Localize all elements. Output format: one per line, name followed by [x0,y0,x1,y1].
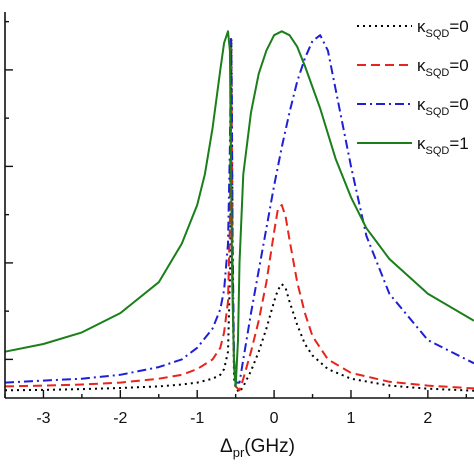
legend-label-4: κSQD=1 [417,134,469,157]
x-tick-label: -2 [113,410,127,427]
x-tick-label: -3 [36,410,50,427]
series-line-4 [4,30,474,388]
x-tick-label: 0 [270,410,279,427]
legend-label-3: κSQD=0 [417,95,469,118]
y-ticks [5,20,13,361]
series-line-3 [4,34,474,384]
legend: κSQD=0 κSQD=0 κSQD=0 κSQD=1 [357,17,469,157]
series-line-1 [4,38,474,394]
axes-layer [4,12,474,399]
x-tick-label: 1 [347,410,356,427]
legend-label-1: κSQD=0 [417,17,469,40]
x-axis-symbol: Δ [220,436,233,457]
x-axis-unit: (GHz) [244,436,295,457]
x-tick-label: 2 [423,410,432,427]
series-line-2 [4,38,474,392]
x-axis-subscript: pr [233,445,245,460]
x-axis-title: Δpr(GHz) [220,436,295,460]
x-ticks: -3 -2 -1 0 1 2 [4,390,468,427]
x-tick-label: -1 [190,410,204,427]
legend-label-2: κSQD=0 [417,56,469,79]
series-layer [4,30,474,394]
